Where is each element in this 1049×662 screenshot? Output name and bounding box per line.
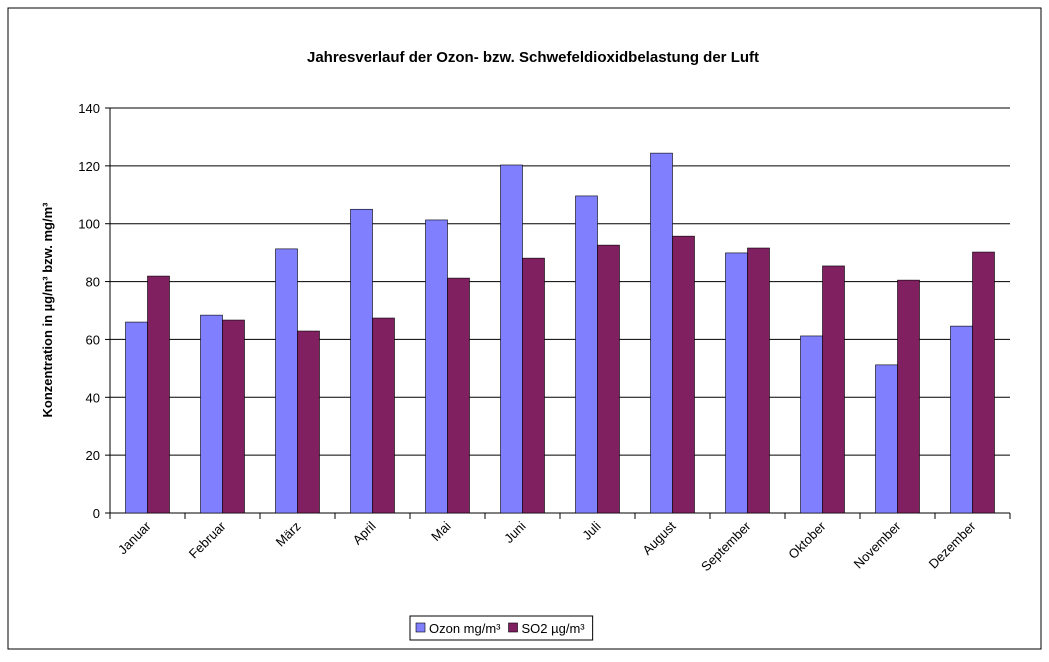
- y-tick-label: 140: [78, 101, 100, 116]
- legend-label: SO2 µg/m³: [522, 621, 586, 636]
- bar: [725, 252, 748, 514]
- bar: [522, 257, 545, 514]
- bar: [672, 235, 695, 514]
- bar: [822, 265, 845, 514]
- bar: [950, 325, 973, 514]
- y-tick-label: 20: [86, 448, 100, 463]
- legend-swatch: [508, 622, 518, 633]
- bar: [800, 335, 823, 514]
- bar: [447, 277, 470, 514]
- y-tick-label: 80: [86, 275, 100, 290]
- y-tick-label: 0: [93, 506, 100, 521]
- bar: [575, 195, 598, 514]
- bar: [147, 275, 170, 514]
- y-tick-label: 40: [86, 390, 100, 405]
- y-tick-label: 120: [78, 159, 100, 174]
- chart-title: Jahresverlauf der Ozon- bzw. Schwefeldio…: [307, 49, 759, 66]
- bar: [897, 279, 920, 514]
- bar: [972, 251, 995, 514]
- y-axis-title: Konzentration in µg/m³ bzw. mg/m³: [40, 202, 55, 418]
- legend-label: Ozon mg/m³: [429, 621, 501, 636]
- bar: [500, 164, 523, 514]
- bar: [275, 248, 298, 514]
- bar: [650, 152, 673, 514]
- bar: [747, 247, 770, 514]
- y-tick-label: 100: [78, 217, 100, 232]
- bar: [297, 330, 320, 514]
- legend-box: [409, 615, 594, 641]
- y-tick-label: 60: [86, 332, 100, 347]
- bar: [222, 319, 245, 514]
- bar: [875, 364, 898, 514]
- bar: [125, 321, 148, 514]
- legend-swatch: [415, 622, 426, 633]
- bar: [597, 244, 620, 514]
- bar: [200, 314, 223, 514]
- bar: [425, 219, 448, 514]
- bar: [350, 208, 373, 514]
- bar: [372, 317, 395, 514]
